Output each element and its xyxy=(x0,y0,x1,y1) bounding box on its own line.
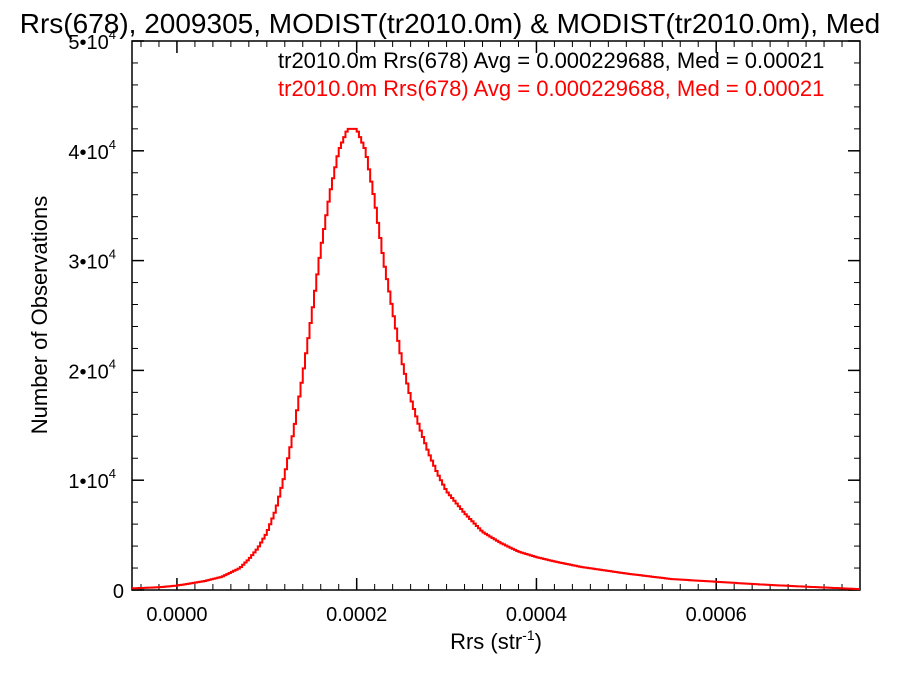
x-tick-label: 0.0000 xyxy=(146,604,207,626)
x-axis-label: Rrs (str-1) xyxy=(450,627,542,654)
y-tick-label-exp: 4 xyxy=(109,356,116,371)
x-tick-label: 0.0004 xyxy=(506,604,567,626)
histogram-series-line xyxy=(132,127,860,591)
y-tick-label: 4•104 xyxy=(68,137,116,164)
y-axis-label: Number of Observations xyxy=(27,196,52,434)
y-tick-label-base: 5•10 xyxy=(68,32,108,54)
plot-frame xyxy=(131,40,861,591)
y-tick-label-base: 0 xyxy=(113,581,124,603)
y-tick-label-base: 2•10 xyxy=(68,361,108,383)
y-tick-label: 5•104 xyxy=(68,27,116,54)
y-tick-label-exp: 4 xyxy=(109,247,116,262)
y-tick-label: 0 xyxy=(113,581,124,603)
chart-title: Rrs(678), 2009305, MODIST(tr2010.0m) & M… xyxy=(20,8,881,39)
x-axis-ticks: 0.0000 0.0002 0.0004 0.0006 xyxy=(146,41,747,626)
y-tick-label-base: 4•10 xyxy=(68,142,108,164)
y-tick-label-base: 1•10 xyxy=(68,471,108,493)
y-tick-label: 3•104 xyxy=(68,247,116,274)
y-tick-label-base: 3•10 xyxy=(68,252,108,274)
annotation-red: tr2010.0m Rrs(678) Avg = 0.000229688, Me… xyxy=(278,76,824,101)
y-tick-label-exp: 4 xyxy=(109,27,116,42)
x-axis-label-sup: -1 xyxy=(522,627,535,643)
minor-ticks xyxy=(132,41,860,590)
y-tick-label: 1•104 xyxy=(68,466,116,493)
x-axis-label-end: ) xyxy=(535,629,542,654)
x-tick-label: 0.0002 xyxy=(326,604,387,626)
x-axis-label-main: Rrs (str xyxy=(450,629,522,654)
annotation-black: tr2010.0m Rrs(678) Avg = 0.000229688, Me… xyxy=(278,48,824,73)
y-tick-label-exp: 4 xyxy=(109,137,116,152)
y-tick-label: 2•104 xyxy=(68,356,116,383)
y-tick-label-exp: 4 xyxy=(109,466,116,481)
x-tick-label: 0.0006 xyxy=(686,604,747,626)
